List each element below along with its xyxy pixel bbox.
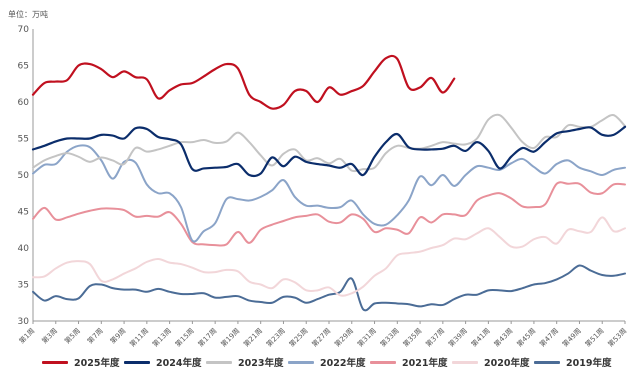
x-tick-label: 第21周 [242,326,265,349]
x-tick-label: 第3周 [40,326,59,345]
legend-item[interactable]: 2023年度 [206,355,283,369]
series-lines [31,54,627,312]
series-line-2020年度 [32,216,626,297]
x-tick-label: 第13周 [150,326,173,349]
x-tick-label: 第43周 [492,326,515,349]
x-tick-label: 第47周 [538,326,561,349]
x-tick-label: 第23周 [264,326,287,349]
y-tick-label: 65 [18,62,29,72]
series-line-2023年度 [32,113,626,173]
x-tick-label: 第33周 [378,326,401,349]
x-tick-label: 第27周 [310,326,333,349]
x-tick-label: 第53周 [606,326,627,349]
x-tick-label: 第5周 [63,326,82,345]
legend-label: 2025年度 [74,358,120,369]
legend-label: 2021年度 [402,358,448,369]
y-tick-label: 40 [18,244,30,254]
y-tick-label: 60 [18,98,30,108]
legend-swatch [370,360,396,364]
legend-item[interactable]: 2025年度 [42,355,119,369]
y-tick-label: 50 [18,171,30,181]
x-tick-label: 第7周 [85,326,104,345]
legend-label: 2020年度 [484,358,530,369]
legend-swatch [206,360,232,364]
x-tick-label: 第1周 [17,326,36,345]
axes: 30 35 40 45 50 55 60 65 70 第1周 第3周 第5周 第7周 第9周 第11周 第13… [17,25,627,349]
legend-item[interactable]: 2021年度 [370,355,447,369]
x-tick-label: 第39周 [446,326,469,349]
legend-swatch [124,360,150,364]
x-tick-label: 第31周 [355,326,378,349]
legend-item[interactable]: 2019年度 [534,355,611,369]
x-tick-label: 第15周 [173,326,196,349]
legend: 2025年度 2024年度 2023年度 2022年度 2021年度 2020年度 2019… [0,355,627,369]
x-tick-label: 第9周 [108,326,127,345]
series-line-2019年度 [32,264,626,312]
y-tick-label: 70 [18,25,30,35]
legend-item[interactable]: 2024年度 [124,355,201,369]
legend-item[interactable]: 2020年度 [452,355,529,369]
y-tick-label: 45 [18,208,29,218]
legend-label: 2024年度 [156,358,202,369]
legend-swatch [288,360,314,364]
x-tick-label: 第35周 [401,326,424,349]
series-line-2022年度 [32,144,626,243]
x-tick-label: 第41周 [469,326,492,349]
y-tick-label: 55 [18,135,29,145]
legend-label: 2022年度 [320,358,366,369]
x-tick-label: 第45周 [515,326,538,349]
series-line-2021年度 [32,181,626,247]
y-tick-label: 35 [18,281,29,291]
legend-label: 2023年度 [238,358,284,369]
legend-swatch [452,360,478,364]
x-tick-label: 第11周 [128,326,151,349]
legend-swatch [42,360,68,364]
series-line-2024年度 [31,125,627,178]
x-tick-label: 第49周 [560,326,583,349]
unit-label: 单位：万吨 [8,10,48,19]
x-tick-label: 第25周 [287,326,310,349]
x-tick-label: 第19周 [219,326,242,349]
x-tick-label: 第17周 [196,326,219,349]
x-tick-label: 第51周 [583,326,606,349]
legend-item[interactable]: 2022年度 [288,355,365,369]
x-tick-label: 第37周 [424,326,447,349]
legend-swatch [534,360,560,364]
legend-label: 2019年度 [566,358,612,369]
x-tick-label: 第29周 [333,326,356,349]
y-tick-label: 30 [18,317,30,327]
series-line-2025年度 [31,54,456,110]
